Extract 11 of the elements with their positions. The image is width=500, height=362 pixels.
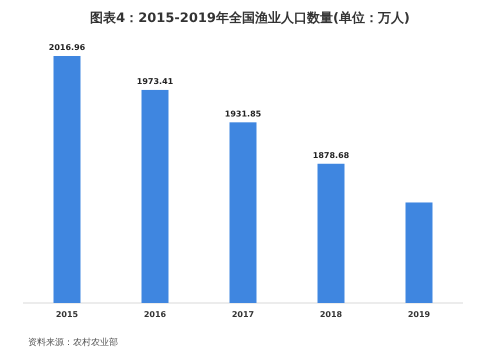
x-tick-label: 2016 bbox=[144, 310, 167, 319]
x-tick-label: 2019 bbox=[408, 310, 431, 319]
x-tick-label: 2017 bbox=[232, 310, 254, 319]
x-tick-label: 2015 bbox=[56, 310, 79, 319]
data-label: 1878.68 bbox=[312, 150, 350, 160]
data-label: 2016.96 bbox=[48, 43, 86, 52]
chart-title: 图表4：2015-2019年全国渔业人口数量(单位：万人) bbox=[90, 10, 410, 26]
text: 资料来源：农村农业部 bbox=[28, 337, 118, 348]
data-label: 1973.41 bbox=[136, 76, 174, 86]
data-label: 1931.85 bbox=[224, 109, 262, 118]
x-tick-label: 2018 bbox=[320, 310, 343, 319]
